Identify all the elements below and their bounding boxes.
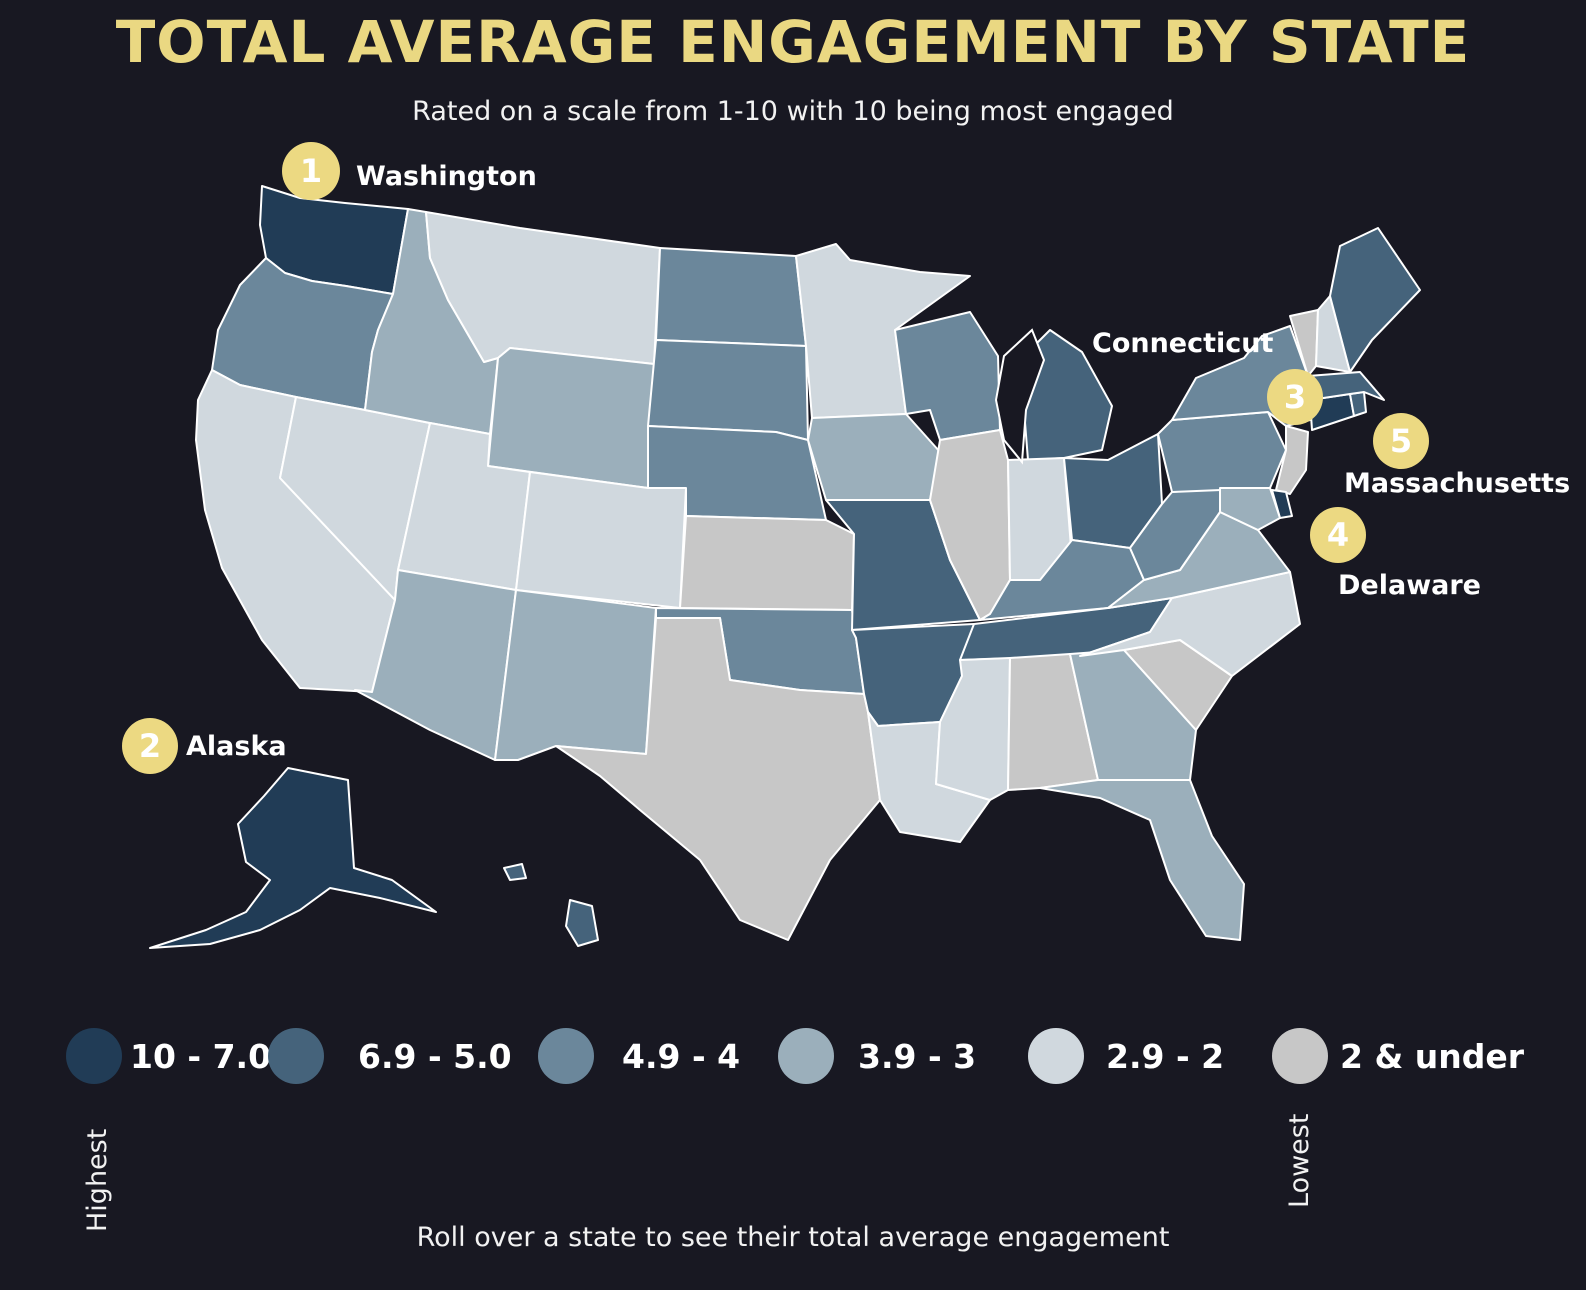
legend-label: 4.9 - 4 [622, 1036, 741, 1076]
legend-label: 3.9 - 3 [858, 1036, 977, 1076]
legend-swatch [538, 1028, 594, 1084]
legend-label: 2 & under [1340, 1036, 1524, 1076]
rank-number: 2 [139, 727, 161, 765]
legend-swatch [778, 1028, 834, 1084]
rank-number: 5 [1390, 422, 1412, 460]
rank-number: 1 [300, 152, 322, 190]
state-WY[interactable] [487, 347, 655, 489]
legend-item: 4.9 - 4 [538, 1028, 740, 1084]
state-ME[interactable] [1329, 227, 1421, 373]
state-NJ[interactable] [1275, 425, 1309, 495]
great-lakes [994, 328, 1046, 465]
state-AK[interactable] [149, 767, 437, 949]
legend-item: 3.9 - 3 [778, 1028, 976, 1084]
rank-marker-1: 1 Washington [282, 142, 537, 200]
rank-marker-5: 5 Massachusetts [1344, 413, 1570, 499]
footer-instruction: Roll over a state to see their total ave… [416, 1222, 1170, 1253]
us-engagement-map: 1 Washington 2 Alaska 3 Connecticut 4 De… [122, 142, 1570, 949]
state-TX[interactable] [555, 617, 881, 941]
state-RI[interactable] [1349, 391, 1367, 417]
legend-swatch [66, 1028, 122, 1084]
rank-marker-3: 3 Connecticut [1092, 328, 1323, 425]
legend-label: 2.9 - 2 [1106, 1036, 1225, 1076]
legend-item: 10 - 7.0 [66, 1028, 271, 1084]
legend-swatch [1272, 1028, 1328, 1084]
page-subtitle: Rated on a scale from 1-10 with 10 being… [412, 96, 1174, 127]
rank-state-label: Washington [356, 161, 537, 192]
state-FL[interactable] [1039, 779, 1245, 941]
legend-label: 6.9 - 5.0 [358, 1036, 512, 1076]
legend: 10 - 7.0 6.9 - 5.0 4.9 - 4 3.9 - 3 2.9 -… [0, 1028, 1586, 1088]
state-MN[interactable] [795, 243, 971, 419]
rank-state-label: Massachusetts [1344, 468, 1570, 499]
rank-marker-4: 4 Delaware [1310, 507, 1481, 601]
state-CO[interactable] [515, 471, 687, 609]
state-HI-islands[interactable] [503, 863, 527, 881]
scale-highest-label: Highest [82, 1128, 113, 1232]
state-HI[interactable] [565, 899, 599, 947]
legend-label: 10 - 7.0 [130, 1036, 272, 1076]
state-IA[interactable] [807, 413, 941, 501]
legend-swatch [1028, 1028, 1084, 1084]
state-ND[interactable] [655, 247, 807, 347]
rank-state-label: Alaska [186, 731, 287, 762]
legend-item: 6.9 - 5.0 [268, 1028, 512, 1084]
legend-swatch [268, 1028, 324, 1084]
state-PA[interactable] [1157, 411, 1287, 493]
rank-state-label: Connecticut [1092, 328, 1274, 359]
rank-number: 3 [1284, 378, 1306, 416]
rank-state-label: Delaware [1338, 570, 1481, 601]
rank-number: 4 [1327, 516, 1349, 554]
state-SD[interactable] [647, 339, 809, 441]
state-KS[interactable] [679, 515, 855, 611]
state-MD[interactable] [1219, 487, 1281, 531]
legend-item: 2.9 - 2 [1028, 1028, 1224, 1084]
page-title: TOTAL AVERAGE ENGAGEMENT BY STATE [115, 8, 1471, 76]
legend-item: 2 & under [1272, 1028, 1524, 1084]
state-NM[interactable] [494, 589, 657, 761]
scale-lowest-label: Lowest [1284, 1113, 1315, 1208]
rank-marker-2: 2 Alaska [122, 718, 287, 774]
